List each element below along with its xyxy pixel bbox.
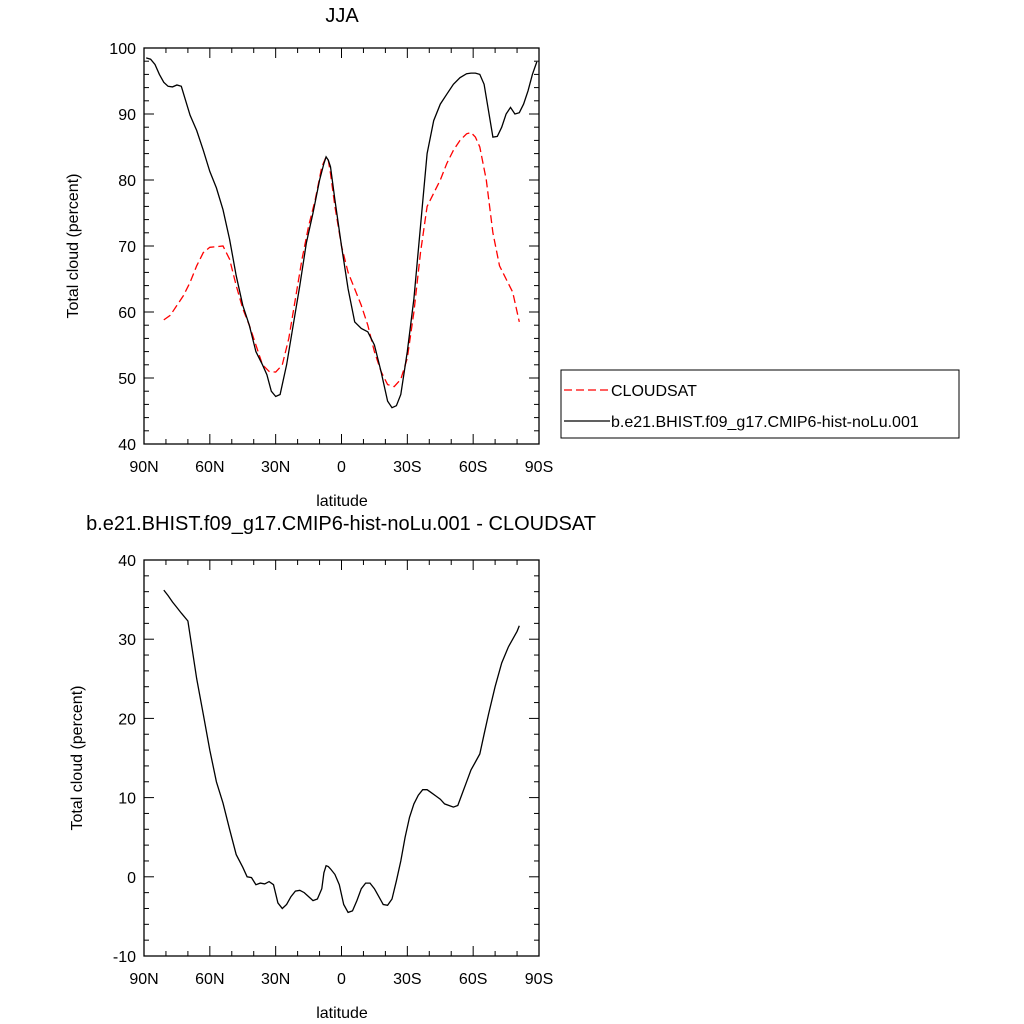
top-x-tick-label: 0 (337, 459, 346, 476)
bottom-x-tick-label: 30S (393, 971, 421, 988)
top-x-tick-label: 30S (393, 459, 421, 476)
top-y-tick-label: 90 (118, 107, 136, 124)
bottom-x-tick-label: 90S (525, 971, 553, 988)
top-x-tick-label: 90S (525, 459, 553, 476)
bottom-y-tick-label: 40 (118, 553, 136, 570)
top-x-tick-label: 60N (195, 459, 224, 476)
bottom-y-tick-label: 0 (127, 870, 136, 887)
top-series-line-b-e21-bhist-f09-g17-cmip6-hist-nolu-001 (146, 57, 538, 409)
legend-box (560, 369, 960, 439)
bottom-chart-title: b.e21.BHIST.f09_g17.CMIP6-hist-noLu.001 … (86, 513, 596, 535)
top-x-tick-label: 30N (261, 459, 290, 476)
bottom-y-tick-label: 20 (118, 711, 136, 728)
legend-label-cloudsat: CLOUDSAT (611, 383, 697, 400)
bottom-panel: b.e21.BHIST.f09_g17.CMIP6-hist-noLu.001 … (69, 513, 596, 1022)
top-y-tick-label: 100 (109, 41, 136, 58)
top-panel: JJA 90N 60N 30N 0 30S 60S 90S 40 50 60 70 80 90 100 l… (65, 5, 553, 510)
bottom-y-axis-title: Total cloud (percent) (69, 686, 86, 831)
bottom-x-tick-label: 0 (337, 971, 346, 988)
top-series-layer (146, 57, 538, 409)
bottom-x-tick-label: 30N (261, 971, 290, 988)
top-chart-title: JJA (325, 5, 359, 27)
bottom-series-layer (163, 589, 520, 914)
top-y-tick-label: 50 (118, 371, 136, 388)
top-x-tick-label: 60S (459, 459, 487, 476)
top-series-line-cloudsat (163, 131, 520, 388)
bottom-x-axis-title: latitude (316, 1005, 368, 1022)
bottom-x-tick-label: 90N (129, 971, 158, 988)
top-y-tick-label: 80 (118, 173, 136, 190)
top-ticks: 90N 60N 30N 0 30S 60S 90S 40 50 60 70 80 90 100 (109, 41, 553, 476)
legend-label-model: b.e21.BHIST.f09_g17.CMIP6-hist-noLu.001 (611, 414, 919, 431)
top-y-tick-label: 70 (118, 239, 136, 256)
bottom-ticks: 90N 60N 30N 0 30S 60S 90S -10 0 10 20 30 40 (113, 553, 553, 988)
top-y-tick-label: 40 (118, 437, 136, 454)
top-x-tick-label: 90N (129, 459, 158, 476)
top-y-axis-title: Total cloud (percent) (65, 174, 82, 319)
bottom-x-tick-label: 60N (195, 971, 224, 988)
top-x-axis-title: latitude (316, 493, 368, 510)
top-y-tick-label: 60 (118, 305, 136, 322)
bottom-y-tick-label: 30 (118, 632, 136, 649)
bottom-series-line-difference (163, 589, 520, 914)
bottom-y-tick-label: -10 (113, 949, 136, 966)
bottom-x-tick-label: 60S (459, 971, 487, 988)
bottom-y-tick-label: 10 (118, 791, 136, 808)
legend: CLOUDSAT b.e21.BHIST.f09_g17.CMIP6-hist-… (560, 369, 960, 439)
